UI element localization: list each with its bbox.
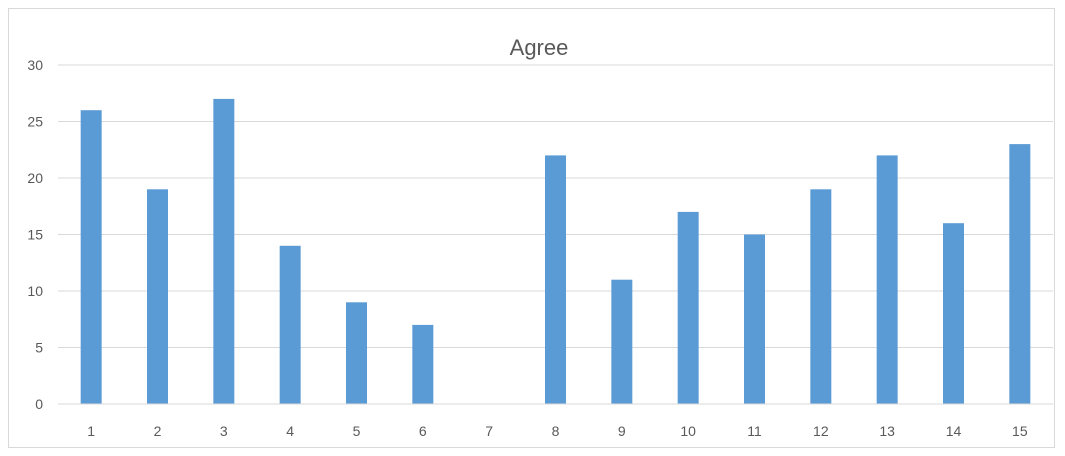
- y-axis-ticks: 0 5 10 15 20 25 30: [27, 57, 43, 412]
- x-tick-label: 1: [87, 423, 95, 439]
- y-tick-label: 20: [27, 170, 43, 186]
- x-tick-label: 11: [747, 423, 762, 439]
- bar-6: [412, 324, 434, 404]
- y-tick-label: 25: [27, 114, 43, 130]
- bar-11: [744, 234, 765, 404]
- y-tick-label: 30: [27, 57, 43, 73]
- y-tick-label: 10: [27, 283, 43, 299]
- bar-13: [876, 155, 898, 404]
- bar-2: [147, 189, 168, 404]
- chart-title: Agree: [510, 35, 569, 60]
- bar-10: [677, 211, 699, 404]
- bar-8: [545, 155, 566, 404]
- bar-9: [611, 279, 633, 404]
- y-tick-label: 15: [27, 227, 43, 243]
- bar-12: [810, 189, 832, 404]
- bar-3: [213, 98, 235, 405]
- bars: [80, 98, 1031, 405]
- x-tick-label: 5: [353, 423, 361, 439]
- y-tick-label: 0: [35, 396, 43, 412]
- y-tick-label: 5: [35, 340, 43, 356]
- x-tick-label: 7: [485, 423, 493, 439]
- x-tick-label: 3: [220, 423, 228, 439]
- x-axis-ticks: 1 2 3 4 5 6 7 8 9 10 11 12 13 14 15: [87, 423, 1028, 439]
- x-tick-label: 14: [946, 423, 962, 439]
- x-tick-label: 10: [680, 423, 696, 439]
- bar-14: [943, 223, 964, 404]
- bar-5: [346, 302, 367, 404]
- x-tick-label: 13: [879, 423, 895, 439]
- x-tick-label: 12: [813, 423, 829, 439]
- bar-4: [279, 245, 301, 404]
- bar-1: [80, 110, 102, 404]
- x-tick-label: 8: [552, 423, 560, 439]
- x-tick-label: 6: [419, 423, 427, 439]
- x-tick-label: 15: [1012, 423, 1028, 439]
- x-tick-label: 9: [618, 423, 626, 439]
- bar-15: [1009, 144, 1031, 404]
- x-tick-label: 4: [286, 423, 294, 439]
- x-tick-label: 2: [154, 423, 162, 439]
